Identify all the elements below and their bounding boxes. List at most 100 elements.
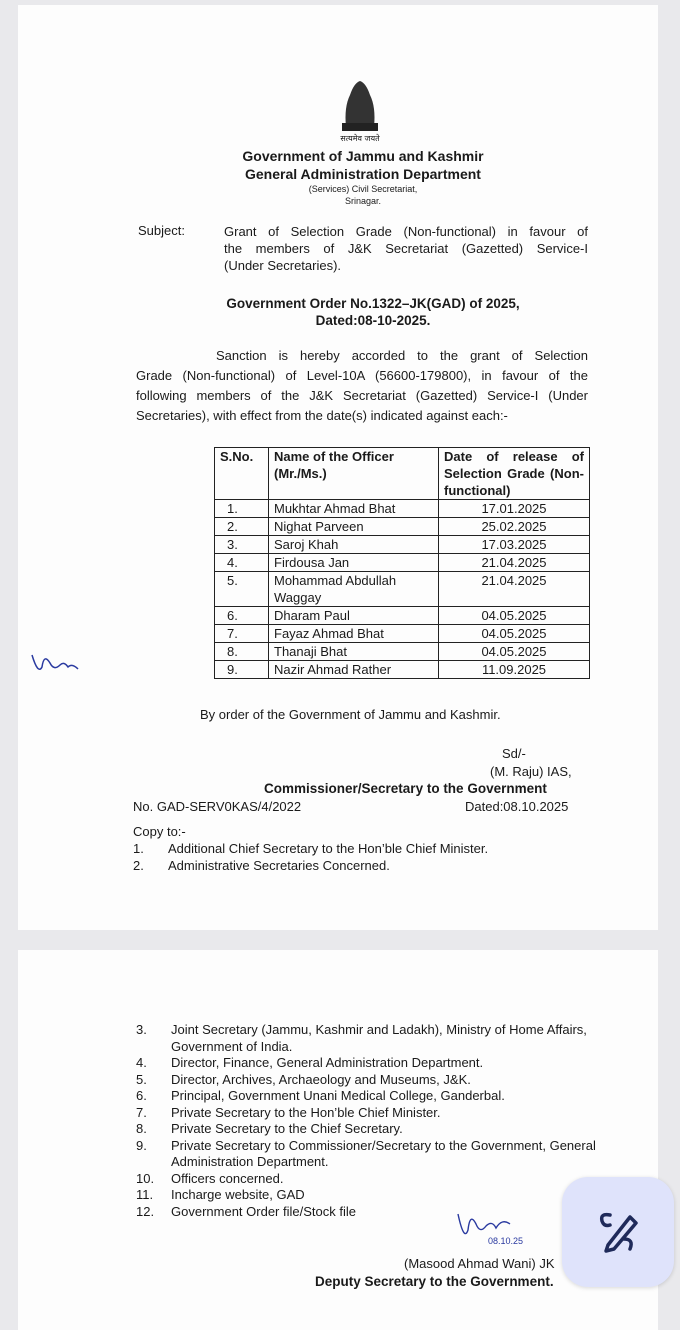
table-row: 8. Thanaji Bhat 04.05.2025: [214, 642, 590, 661]
sno-cell: 3.: [214, 535, 269, 554]
copy-list-part1: 1. Additional Chief Secretary to the Hon’…: [133, 841, 573, 874]
national-emblem-icon: [342, 81, 378, 131]
table-row: 1. Mukhtar Ahmad Bhat 17.01.2025: [214, 499, 590, 518]
item-number: 2.: [133, 857, 144, 873]
subject-label: Subject:: [138, 223, 185, 238]
table-row: 3. Saroj Khah 17.03.2025: [214, 535, 590, 554]
signature-date: 08.10.25: [488, 1236, 523, 1246]
sd: Sd/-: [502, 746, 526, 761]
item-text: Private Secretary to the Chief Secretary…: [171, 1121, 403, 1136]
name-cell: Saroj Khah: [268, 535, 439, 554]
sno-cell: 2.: [214, 517, 269, 536]
item-text: Private Secretary to the Hon’ble Chief M…: [171, 1104, 441, 1120]
item-number: 7.: [136, 1104, 147, 1120]
copy-list-item: 9. Private Secretary to Commissioner/Secr…: [136, 1138, 596, 1171]
table-row: 5. Mohammad Abdullah Waggay 21.04.2025: [214, 571, 590, 607]
copy-list-item: 6. Principal, Government Unani Medical Co…: [136, 1088, 596, 1105]
designation: Commissioner/Secretary to the Government: [264, 781, 547, 796]
signatory: (M. Raju) IAS,: [490, 764, 572, 779]
copy-to-label: Copy to:-: [133, 824, 186, 839]
sno-cell: 4.: [214, 553, 269, 572]
draw-pen-icon: [599, 1212, 638, 1253]
table-row: 9. Nazir Ahmad Rather 11.09.2025: [214, 660, 590, 679]
date-cell: 25.02.2025: [438, 517, 590, 536]
copy-list-part2: 3. Joint Secretary (Jammu, Kashmir and La…: [136, 1022, 596, 1220]
item-text: Incharge website, GAD: [171, 1187, 305, 1202]
office: (Services) Civil Secretariat,: [308, 184, 418, 194]
copy-list-item: 4. Director, Finance, General Administrat…: [136, 1055, 596, 1072]
date-cell: 04.05.2025: [438, 606, 590, 625]
subject-text: Grant of Selection Grade (Non-functional…: [224, 224, 588, 273]
name-cell: Nighat Parveen: [268, 517, 439, 536]
copy-list-item: 7. Private Secretary to the Hon’ble Chief…: [136, 1105, 596, 1122]
date-cell: 11.09.2025: [438, 660, 590, 679]
date-cell: 21.04.2025: [438, 571, 590, 607]
date-cell: 17.03.2025: [438, 535, 590, 554]
date-cell: 21.04.2025: [438, 553, 590, 572]
officers-table: S.No. Name of the Officer (Mr./Ms.) Date…: [214, 447, 590, 679]
item-text: Private Secretary to Commissioner/Secret…: [171, 1137, 596, 1170]
name-cell: Mohammad Abdullah Waggay: [268, 571, 439, 607]
item-number: 3.: [136, 1022, 147, 1037]
by-order: By order of the Government of Jammu and …: [200, 707, 501, 722]
date-cell: 04.05.2025: [438, 624, 590, 643]
signature: 08.10.25: [457, 1213, 523, 1246]
body-paragraph: Sanction is hereby accorded to the grant…: [136, 348, 588, 423]
city: Srinagar.: [344, 196, 382, 206]
copy-list-item: 5. Director, Archives, Archaeology and Mu…: [136, 1072, 596, 1089]
item-number: 10.: [136, 1170, 155, 1186]
item-number: 9.: [136, 1137, 147, 1153]
copy-list-item: 11. Incharge website, GAD: [136, 1187, 596, 1204]
copy-list-item: 12. Government Order file/Stock file: [136, 1204, 596, 1221]
date-cell: 04.05.2025: [438, 642, 590, 661]
item-text: Additional Chief Secretary to the Hon’bl…: [168, 841, 489, 856]
item-text: Director, Finance, General Administratio…: [171, 1055, 484, 1070]
name-cell: Firdousa Jan: [268, 553, 439, 572]
ref-no: No. GAD-SERV0KAS/4/2022: [133, 799, 302, 814]
table-row: 7. Fayaz Ahmad Bhat 04.05.2025: [214, 624, 590, 643]
draw-button[interactable]: [562, 1177, 674, 1287]
sno-cell: 7.: [214, 624, 269, 643]
name-cell: Thanaji Bhat: [268, 642, 439, 661]
table-row: 2. Nighat Parveen 25.02.2025: [214, 517, 590, 536]
item-text: Director, Archives, Archaeology and Muse…: [171, 1071, 471, 1087]
signature-initials: [31, 654, 79, 670]
copy-list-item: 1. Additional Chief Secretary to the Hon’…: [133, 841, 573, 858]
item-text: Joint Secretary (Jammu, Kashmir and Lada…: [171, 1022, 587, 1054]
ref-date: Dated:08.10.2025: [465, 799, 569, 814]
item-number: 1.: [133, 841, 144, 856]
name-cell: Mukhtar Ahmad Bhat: [268, 499, 439, 518]
item-text: Officers concerned.: [171, 1170, 284, 1186]
gov-name: Government of Jammu and Kashmir: [242, 148, 484, 164]
page-2: 3. Joint Secretary (Jammu, Kashmir and La…: [18, 950, 658, 1330]
name-cell: Fayaz Ahmad Bhat: [268, 624, 439, 643]
item-text: Government Order file/Stock file: [171, 1203, 356, 1219]
table-row: 4. Firdousa Jan 21.04.2025: [214, 553, 590, 572]
deputy-name: (Masood Ahmad Wani) JK: [404, 1256, 555, 1271]
emblem-motto: सत्यमेव जयते: [340, 134, 380, 143]
name-cell: Dharam Paul: [268, 606, 439, 625]
sno-cell: 8.: [214, 642, 269, 661]
sno-cell: 6.: [214, 606, 269, 625]
deputy-designation: Deputy Secretary to the Government.: [315, 1274, 554, 1289]
date-cell: 17.01.2025: [438, 499, 590, 518]
dept-name: General Administration Department: [245, 166, 481, 182]
copy-list-item: 8. Private Secretary to the Chief Secreta…: [136, 1121, 596, 1138]
item-number: 4.: [136, 1055, 147, 1070]
item-number: 5.: [136, 1071, 147, 1087]
copy-list-item: 3. Joint Secretary (Jammu, Kashmir and La…: [136, 1022, 596, 1055]
item-number: 6.: [136, 1088, 147, 1103]
table-row: 6. Dharam Paul 04.05.2025: [214, 606, 590, 625]
item-text: Administrative Secretaries Concerned.: [168, 857, 390, 873]
name-cell: Nazir Ahmad Rather: [268, 660, 439, 679]
page-1: सत्यमेव जयते Government of Jammu and Kas…: [18, 5, 658, 930]
item-text: Principal, Government Unani Medical Coll…: [171, 1088, 505, 1103]
copy-list-item: 2. Administrative Secretaries Concerned.: [133, 858, 573, 875]
item-number: 12.: [136, 1203, 155, 1219]
item-number: 8.: [136, 1121, 147, 1136]
sno-cell: 1.: [214, 499, 269, 518]
item-number: 11.: [136, 1187, 154, 1202]
sno-cell: 5.: [214, 571, 269, 607]
copy-list-item: 10. Officers concerned.: [136, 1171, 596, 1188]
sno-cell: 9.: [214, 660, 269, 679]
